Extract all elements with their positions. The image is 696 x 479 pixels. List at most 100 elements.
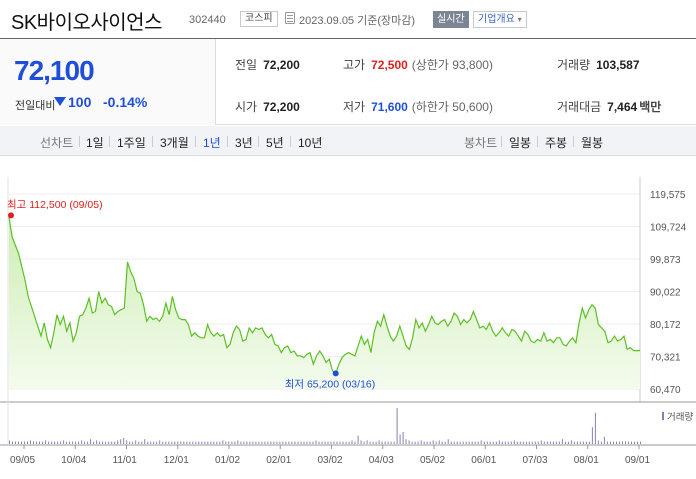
volume-bar — [579, 441, 581, 444]
volume-bar — [480, 440, 482, 444]
volume-bar — [189, 441, 191, 444]
volume-bar — [516, 441, 518, 444]
volume-bar — [258, 441, 260, 444]
volume-bar — [162, 441, 164, 444]
volume-bar — [87, 441, 89, 444]
stock-header: SK바이오사이언스 302440 코스피 2023.09.05 기준(장마감) … — [0, 0, 696, 38]
volume-bar — [117, 440, 119, 444]
volume-bar — [423, 441, 425, 444]
volume-bar — [24, 441, 25, 444]
volume-bar — [447, 439, 449, 444]
volume-legend-label: 거래량 — [667, 411, 693, 423]
volume-bar — [282, 441, 284, 444]
tab-period-3m[interactable]: 3개월 — [160, 136, 189, 150]
chart-period-tabs: 선차트 1일 1주일 3개월 1년 3년 5년 10년 봉차트 일봉 주봉 월봉 — [0, 126, 696, 156]
volume-bar — [126, 440, 128, 444]
volume-bar — [634, 441, 635, 444]
volume-bar — [528, 441, 530, 444]
current-price-box: 72,100 전일대비 100 -0.14% — [0, 39, 216, 125]
volume-bar — [414, 441, 416, 444]
volume-bar — [570, 440, 572, 444]
volume-bar — [36, 441, 37, 444]
volume-bar — [228, 441, 230, 444]
low-marker — [332, 370, 339, 377]
volume-bar — [45, 440, 47, 444]
y-tick-label: 60,470 — [650, 385, 681, 396]
volume-bar — [522, 441, 524, 444]
price-chart-svg[interactable]: 119,575 109,724 99,873 90,022 80,172 70,321 60… — [0, 157, 696, 479]
volume-bar — [78, 441, 80, 444]
x-tick-label: 01/02 — [215, 455, 240, 466]
candle-chart-label: 봉차트 — [464, 136, 498, 150]
volume-bar — [234, 441, 236, 444]
volume-bar — [366, 440, 368, 444]
open-value: 72,200 — [263, 100, 300, 114]
volume-bar — [327, 441, 329, 444]
volume-bar — [213, 441, 215, 444]
volume-bar — [474, 441, 476, 444]
volume-bar — [9, 440, 10, 444]
volume-bar — [93, 441, 95, 444]
volume-bar — [246, 441, 248, 444]
volume-bar — [468, 441, 470, 444]
tab-divider — [290, 136, 291, 147]
volume-bar — [573, 441, 575, 444]
tab-period-3y[interactable]: 3년 — [235, 136, 253, 150]
volume-bar — [15, 441, 16, 444]
x-tick-label: 11/01 — [113, 455, 138, 466]
volume-bar — [426, 441, 428, 444]
x-tick-label: 04/03 — [369, 455, 394, 466]
tab-divider — [152, 136, 153, 147]
volume-bar — [631, 441, 632, 444]
y-tick-label: 99,873 — [650, 255, 681, 266]
volume-bar — [369, 441, 371, 444]
volume-bar — [222, 440, 224, 444]
volume-bar — [622, 441, 623, 444]
volume-bar — [531, 441, 533, 444]
upper-limit: (상한가 93,800) — [411, 58, 493, 72]
volume-bar — [249, 441, 251, 444]
volume-bar — [240, 441, 242, 444]
high-marker — [8, 212, 14, 219]
volume-bar — [585, 441, 587, 444]
volume-bar — [402, 432, 404, 444]
company-overview-button[interactable]: 기업개요 ▾ — [473, 11, 527, 28]
volume-bar — [429, 441, 431, 444]
volume-bar — [640, 441, 641, 444]
volume-bar — [273, 441, 275, 444]
volume-bar — [51, 441, 53, 444]
volume-bar — [438, 440, 440, 444]
volume-bar — [255, 441, 257, 444]
tab-period-1d[interactable]: 1일 — [86, 136, 104, 150]
trade-amount: 거래대금 7,464 백만 — [557, 98, 661, 115]
tab-period-5y[interactable]: 5년 — [266, 136, 284, 150]
volume-bar — [637, 441, 638, 444]
tab-divider — [109, 136, 110, 147]
volume-bar — [300, 441, 302, 444]
volume-bar — [387, 441, 389, 444]
tab-period-1y[interactable]: 1년 — [203, 136, 221, 150]
volume-bar — [342, 441, 344, 444]
volume-bar — [504, 441, 506, 444]
stock-name: SK바이오사이언스 — [11, 12, 162, 34]
low-label: 저가 — [343, 100, 366, 114]
tab-period-10y[interactable]: 10년 — [298, 136, 323, 150]
tab-period-1w[interactable]: 1주일 — [117, 136, 146, 150]
tab-daily-candle[interactable]: 일봉 — [509, 136, 532, 150]
tab-monthly-candle[interactable]: 월봉 — [581, 136, 604, 150]
volume-bar — [312, 441, 314, 444]
volume-bar — [204, 441, 206, 444]
volume-bar — [264, 441, 266, 444]
tab-weekly-candle[interactable]: 주봉 — [545, 136, 568, 150]
x-tick-label: 05/02 — [420, 455, 445, 466]
y-tick-label: 80,172 — [650, 320, 681, 331]
as-of-date: 2023.09.05 기준(장마감) — [299, 15, 416, 27]
price-area — [9, 217, 640, 389]
volume-bar — [333, 441, 335, 444]
volume-bar — [339, 441, 341, 444]
prev-close-label: 전일 — [235, 58, 258, 72]
price-chart[interactable]: 119,575 109,724 99,873 90,022 80,172 70,321 60… — [0, 157, 696, 479]
volume-bar — [603, 436, 605, 444]
volume-bar — [582, 441, 584, 444]
realtime-button[interactable]: 실시간 — [433, 11, 469, 28]
